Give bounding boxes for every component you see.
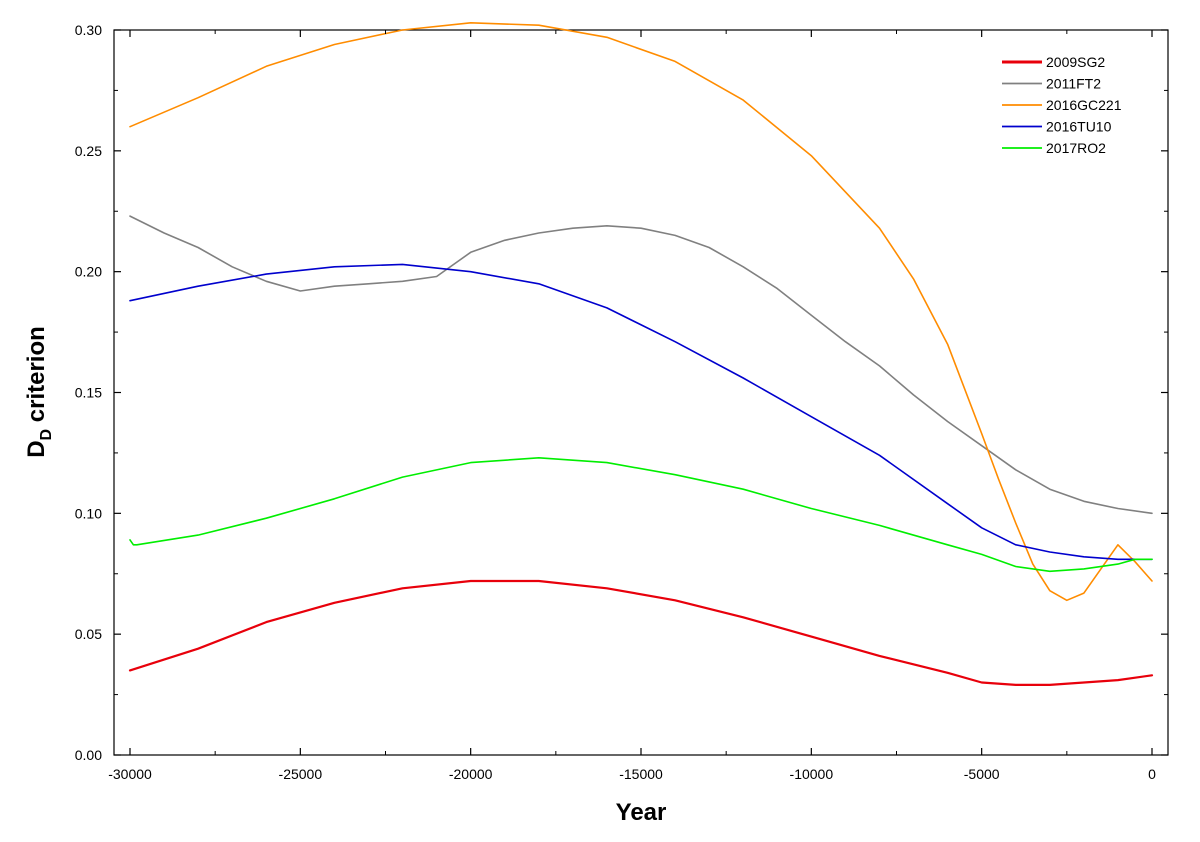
- legend-label: 2009SG2: [1046, 54, 1105, 70]
- y-axis-title-subscript: D: [38, 429, 55, 441]
- legend-item: 2017RO2: [1002, 140, 1106, 156]
- y-tick-label: 0.00: [75, 747, 102, 763]
- series-line-2011FT2: [129, 215, 1153, 515]
- plot-frame: [113, 29, 1169, 756]
- y-tick-label: 0.30: [75, 22, 102, 38]
- y-tick-label: 0.25: [75, 143, 102, 159]
- legend-item: 2016TU10: [1002, 119, 1112, 135]
- legend: 2009SG2 2011FT2 2016GC221 2016TU10 2017RO2: [1002, 54, 1122, 156]
- legend-item: 2011FT2: [1002, 76, 1101, 92]
- x-tick-label: -20000: [449, 766, 493, 782]
- legend-item: 2009SG2: [1002, 54, 1105, 70]
- y-axis-title-main: D: [23, 440, 50, 457]
- series-line-2009SG2: [128, 579, 1154, 687]
- y-tick-label: 0.20: [75, 264, 102, 280]
- legend-label: 2011FT2: [1046, 76, 1101, 92]
- tick-layer: -30000 -25000 -20000 -15000 -10000 -5000 0 0.00…: [75, 22, 1168, 782]
- y-axis-title-suffix: criterion: [23, 326, 50, 429]
- y-tick-label: 0.10: [75, 505, 102, 521]
- x-tick-label: 0: [1148, 766, 1156, 782]
- y-axis-title: DD criterion: [23, 326, 55, 458]
- svg-text:DD criterion: DD criterion: [23, 326, 55, 458]
- legend-label: 2017RO2: [1046, 140, 1106, 156]
- series-line-2016TU10: [129, 263, 1153, 561]
- series-line-2017RO2: [129, 456, 1153, 573]
- x-tick-label: -15000: [619, 766, 663, 782]
- series-line-2016GC221: [129, 21, 1153, 602]
- y-tick-label: 0.15: [75, 385, 102, 401]
- x-tick-label: -5000: [964, 766, 1000, 782]
- legend-label: 2016TU10: [1046, 119, 1112, 135]
- x-axis-title: Year: [616, 799, 667, 826]
- y-tick-label: 0.05: [75, 626, 102, 642]
- legend-item: 2016GC221: [1002, 97, 1122, 113]
- x-tick-label: -25000: [279, 766, 323, 782]
- x-tick-label: -30000: [108, 766, 152, 782]
- legend-label: 2016GC221: [1046, 97, 1122, 113]
- x-tick-label: -10000: [790, 766, 834, 782]
- series-layer: [128, 21, 1154, 687]
